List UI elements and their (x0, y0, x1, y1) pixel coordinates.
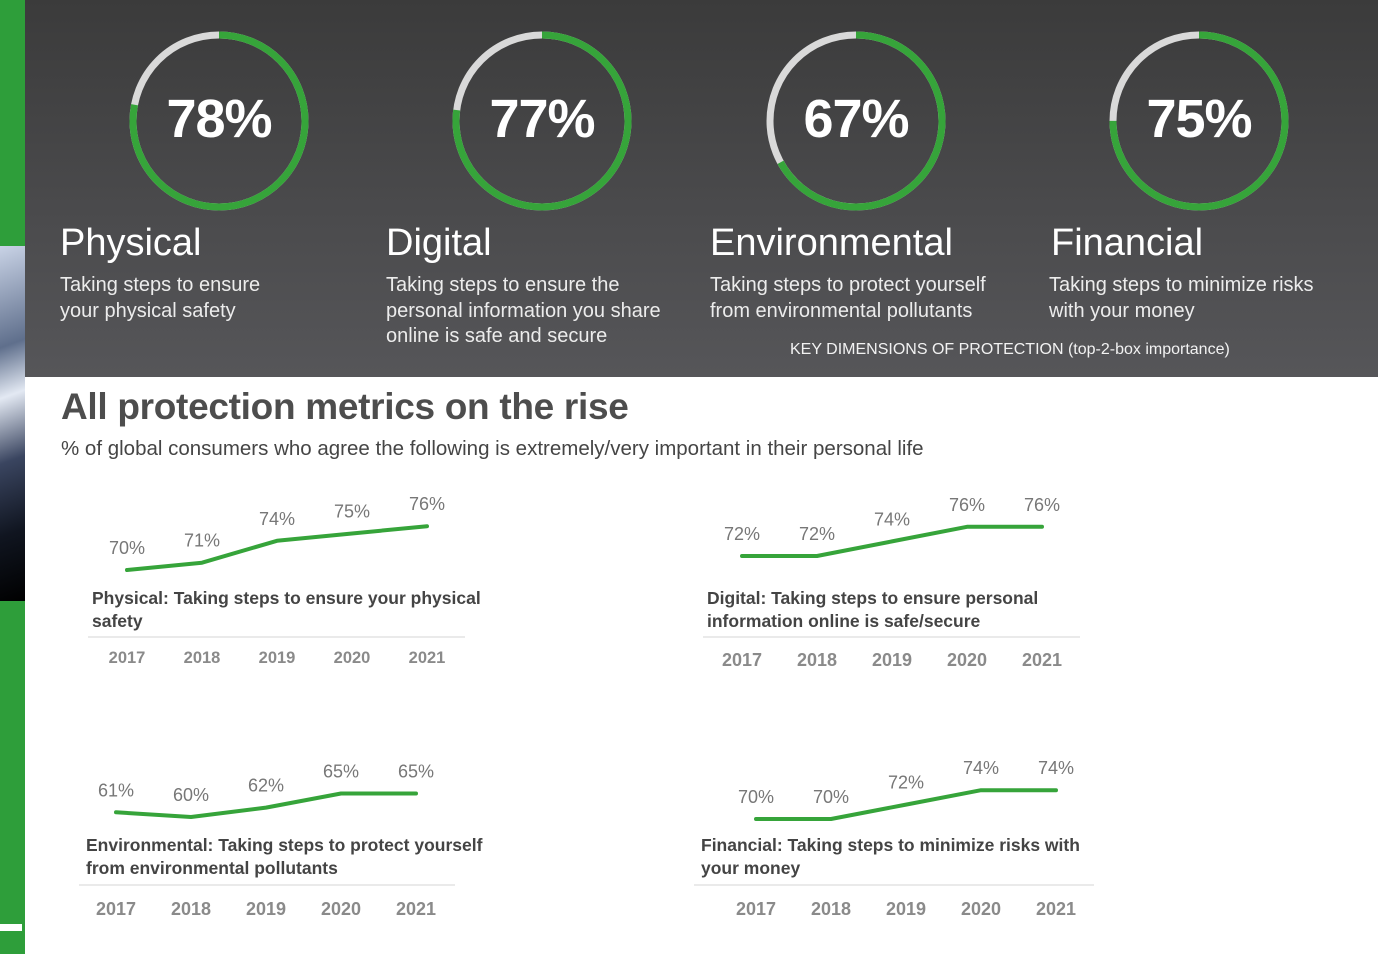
series-line-digital (740, 524, 1044, 558)
x-tick-label: 2020 (321, 899, 361, 919)
data-label: 70% (813, 787, 849, 807)
data-label: 72% (724, 524, 760, 544)
x-tick-label: 2021 (1036, 899, 1076, 919)
chart-financial: 70% 70% 72% 74% 74% 2017 2018 2019 2020 2021 Fina… (690, 758, 1100, 948)
x-tick-label: 2018 (811, 899, 851, 919)
series-line-financial (754, 788, 1058, 821)
section-subtitle: % of global consumers who agree the foll… (61, 437, 924, 460)
x-tick-label: 2017 (109, 649, 146, 667)
data-label: 76% (409, 494, 445, 514)
chart-physical-caption: Physical: Taking steps to ensure your ph… (92, 588, 481, 631)
dimension-title-physical: Physical (60, 222, 202, 264)
data-label: 65% (398, 762, 434, 782)
dimension-description-physical: Taking steps to ensure your physical saf… (60, 274, 261, 322)
data-label: 76% (949, 495, 985, 515)
x-tick-label: 2019 (872, 650, 912, 670)
dimension-title-digital: Digital (386, 222, 492, 264)
data-label: 75% (334, 502, 370, 522)
dimension-description-environmental: Taking steps to protect yourself from en… (710, 274, 986, 322)
x-tick-label: 2020 (947, 650, 987, 670)
ring-fill-environmental (766, 31, 946, 211)
chart-financial-caption: Financial: Taking steps to minimize risk… (701, 835, 1080, 878)
data-label: 74% (1038, 758, 1074, 778)
x-tick-label: 2017 (722, 650, 762, 670)
ring-value-financial: 75% (1146, 89, 1252, 149)
chart-physical: 70% 71% 74% 75% 76% 2017 2018 2019 2020 2021 Phys… (80, 488, 481, 678)
ring-value-physical: 78% (166, 89, 272, 149)
data-label: 74% (874, 509, 910, 529)
x-tick-label: 2018 (797, 650, 837, 670)
ring-gauge-financial (1109, 31, 1289, 211)
data-label: 72% (888, 773, 924, 793)
dimension-title-financial: Financial (1051, 222, 1204, 264)
chart-digital-plot: 72% 72% 74% 76% 76% 2017 2018 2019 2020 2021 (703, 495, 1080, 670)
key-dimensions-panel: 78% Physical Taking steps to ensure your… (25, 0, 1378, 377)
chart-environmental-plot: 61% 60% 62% 65% 65% 2017 2018 2019 2020 2021 (79, 762, 455, 919)
x-tick-label: 2020 (334, 649, 371, 667)
key-dimensions-caption: KEY DIMENSIONS OF PROTECTION (top-2-box … (790, 341, 1230, 358)
data-label: 71% (184, 531, 220, 551)
series-line-environmental (114, 791, 418, 819)
x-tick-label: 2021 (409, 649, 446, 667)
data-label: 70% (109, 538, 145, 558)
chart-digital: 72% 72% 74% 76% 76% 2017 2018 2019 2020 2021 Digi… (695, 488, 1095, 678)
data-label: 72% (799, 524, 835, 544)
data-label: 74% (963, 758, 999, 778)
data-label: 76% (1024, 495, 1060, 515)
dimension-title-environmental: Environmental (710, 222, 953, 264)
x-tick-label: 2017 (736, 899, 776, 919)
dimension-description-financial: Taking steps to minimize risks with your… (1049, 274, 1314, 322)
x-tick-label: 2019 (246, 899, 286, 919)
x-tick-label: 2017 (96, 899, 136, 919)
data-label: 74% (259, 509, 295, 529)
left-photo-edge (0, 246, 25, 601)
series-line-physical (125, 524, 429, 572)
ring-fill-digital (452, 31, 632, 211)
ring-fill-physical (129, 31, 309, 211)
left-notch (0, 924, 22, 931)
ring-gauge-digital (452, 31, 632, 211)
ring-fill-financial (1109, 31, 1289, 211)
dimension-description-digital: Taking steps to ensure the personal info… (386, 274, 661, 347)
chart-environmental: 61% 60% 62% 65% 65% 2017 2018 2019 2020 2021 Envi… (75, 758, 482, 948)
chart-environmental-caption: Environmental: Taking steps to protect y… (86, 835, 483, 878)
chart-digital-caption: Digital: Taking steps to ensure personal… (707, 588, 1039, 631)
x-tick-label: 2021 (1022, 650, 1062, 670)
chart-financial-plot: 70% 70% 72% 74% 74% 2017 2018 2019 2020 2021 (694, 758, 1094, 919)
x-tick-label: 2020 (961, 899, 1001, 919)
section-title: All protection metrics on the rise (61, 386, 629, 427)
x-tick-label: 2019 (886, 899, 926, 919)
x-tick-label: 2021 (396, 899, 436, 919)
ring-gauge-environmental (766, 31, 946, 211)
data-label: 70% (738, 787, 774, 807)
x-tick-label: 2019 (259, 649, 296, 667)
ring-gauge-physical (129, 31, 309, 211)
data-label: 60% (173, 785, 209, 805)
ring-value-digital: 77% (489, 89, 595, 149)
data-label: 65% (323, 762, 359, 782)
ring-value-environmental: 67% (803, 89, 909, 149)
data-label: 62% (248, 776, 284, 796)
data-label: 61% (98, 780, 134, 800)
x-tick-label: 2018 (171, 899, 211, 919)
x-tick-label: 2018 (184, 649, 221, 667)
chart-physical-plot: 70% 71% 74% 75% 76% 2017 2018 2019 2020 2021 (88, 494, 465, 667)
